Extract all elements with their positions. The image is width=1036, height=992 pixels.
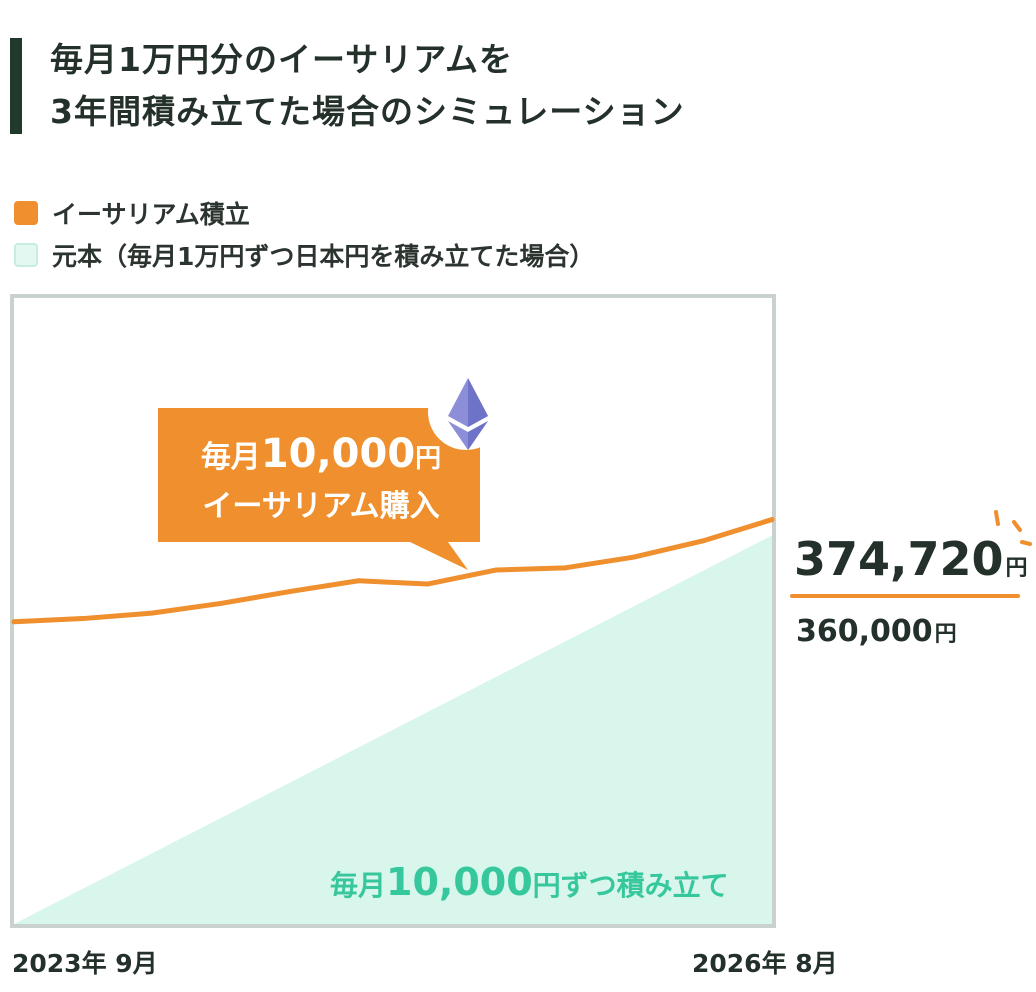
legend-label-principal: 元本（毎月1万円ずつ日本円を積み立てた場合）: [52, 242, 595, 271]
legend: イーサリアム積立 元本（毎月1万円ずつ日本円を積み立てた場合）: [14, 192, 594, 276]
principal-area: [14, 535, 772, 924]
eth-point: [700, 538, 706, 544]
final-principal-value: 360,000円: [796, 614, 957, 649]
eth-point: [493, 567, 499, 573]
callout-prefix: 毎月: [200, 440, 261, 475]
final-principal-unit: 円: [934, 622, 957, 647]
principal-note: 毎月10,000円ずつ積み立て: [330, 860, 729, 904]
x-tick-start: 2023年 9月: [12, 949, 158, 978]
eth-point: [562, 565, 568, 571]
callout-text: 毎月10,000円 イーサリアム購入: [160, 430, 482, 531]
eth-series-line: [11, 517, 775, 625]
principal-note-amount: 10,000: [386, 860, 533, 904]
eth-point: [218, 600, 224, 606]
callout-line-1: 毎月10,000円: [160, 430, 482, 483]
legend-item-eth: イーサリアム積立: [14, 192, 594, 234]
title-accent-bar: [10, 38, 22, 134]
eth-point: [356, 578, 362, 584]
chart-title-line-1: 毎月1万円分のイーサリアムを: [50, 40, 513, 79]
eth-point: [631, 554, 637, 560]
chart-title: 毎月1万円分のイーサリアムを 3年間積み立てた場合のシミュレーション: [50, 34, 685, 138]
callout-line-2: イーサリアム購入: [202, 489, 440, 524]
sparkle-icon: [994, 510, 1032, 546]
legend-swatch-principal: [14, 243, 38, 267]
principal-note-prefix: 毎月: [330, 869, 387, 902]
principal-note-suffix: 円ずつ積み立て: [532, 869, 729, 902]
chart-title-line-2: 3年間積み立てた場合のシミュレーション: [50, 92, 685, 131]
legend-item-principal: 元本（毎月1万円ずつ日本円を積み立てた場合）: [14, 234, 594, 276]
final-eth-value: 374,720円: [794, 532, 1028, 586]
callout-amount: 10,000: [260, 431, 416, 477]
eth-series-points: [11, 517, 775, 625]
ethereum-icon: [448, 378, 488, 450]
final-eth-unit: 円: [1005, 556, 1028, 581]
eth-point: [424, 581, 430, 587]
legend-label-eth: イーサリアム積立: [52, 200, 250, 229]
eth-point: [80, 616, 86, 622]
callout-unit: 円: [415, 444, 442, 474]
eth-point: [149, 610, 155, 616]
eth-point: [287, 589, 293, 595]
legend-swatch-eth: [14, 201, 38, 225]
callout-bubble: [158, 408, 480, 570]
x-tick-end: 2026年 8月: [692, 949, 838, 978]
final-eth-number: 374,720: [794, 532, 1004, 586]
eth-point: [769, 517, 775, 523]
final-principal-number: 360,000: [796, 614, 933, 649]
eth-point: [11, 619, 17, 625]
